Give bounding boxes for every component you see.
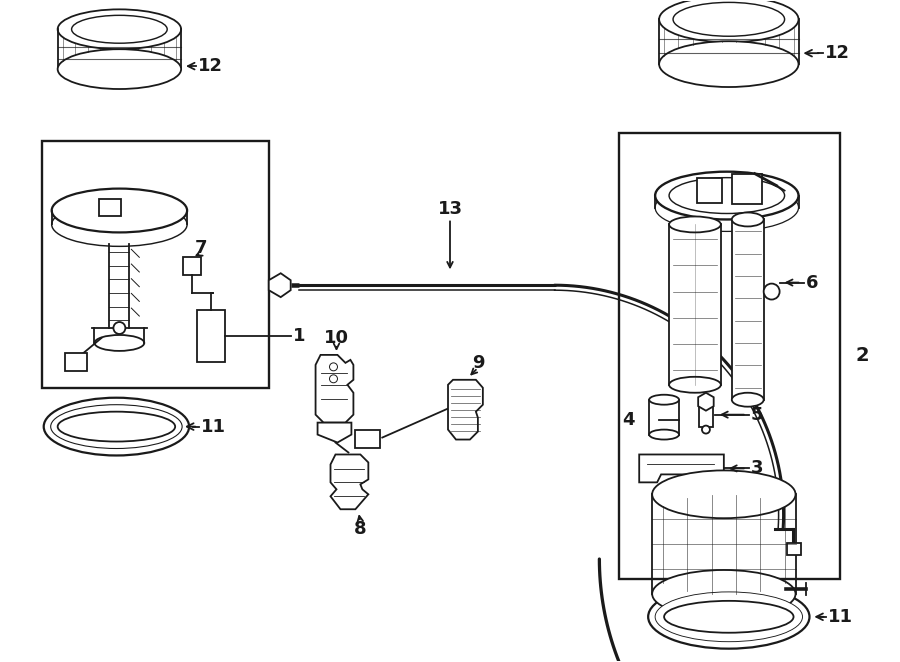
Ellipse shape <box>58 9 181 49</box>
Ellipse shape <box>58 412 176 442</box>
Text: 11: 11 <box>201 418 226 436</box>
Ellipse shape <box>664 601 794 633</box>
Bar <box>669 224 721 385</box>
Text: 4: 4 <box>622 410 634 428</box>
Ellipse shape <box>673 3 785 36</box>
Ellipse shape <box>732 393 764 406</box>
Text: 7: 7 <box>194 240 207 258</box>
Bar <box>183 258 201 275</box>
Polygon shape <box>316 355 354 422</box>
Ellipse shape <box>648 585 809 649</box>
Text: 3: 3 <box>751 459 763 477</box>
Circle shape <box>329 375 338 383</box>
Ellipse shape <box>659 0 798 42</box>
Bar <box>100 199 122 216</box>
Ellipse shape <box>72 15 167 43</box>
Bar <box>41 141 269 388</box>
Circle shape <box>764 283 779 299</box>
Text: 12: 12 <box>825 44 850 62</box>
Circle shape <box>113 322 125 334</box>
Polygon shape <box>269 273 291 297</box>
Text: 5: 5 <box>751 406 763 424</box>
Ellipse shape <box>669 216 721 232</box>
Ellipse shape <box>655 592 803 641</box>
Bar <box>649 400 679 434</box>
Bar <box>65 353 86 371</box>
Text: 11: 11 <box>828 608 853 626</box>
Ellipse shape <box>655 183 798 232</box>
Bar <box>732 173 761 203</box>
Ellipse shape <box>669 377 721 393</box>
Text: 8: 8 <box>354 520 366 538</box>
Circle shape <box>702 426 710 434</box>
Ellipse shape <box>655 171 798 220</box>
Text: 2: 2 <box>855 346 868 365</box>
Text: 1: 1 <box>292 327 305 345</box>
Polygon shape <box>639 455 724 483</box>
Text: 9: 9 <box>472 354 484 372</box>
Ellipse shape <box>649 430 679 440</box>
Ellipse shape <box>669 177 785 214</box>
Text: 6: 6 <box>806 273 818 291</box>
Text: 10: 10 <box>324 329 349 347</box>
Ellipse shape <box>659 41 798 87</box>
Polygon shape <box>448 380 483 440</box>
Bar <box>732 220 764 400</box>
Polygon shape <box>330 455 368 509</box>
Ellipse shape <box>51 203 187 246</box>
Ellipse shape <box>50 404 182 448</box>
Bar <box>356 430 381 448</box>
Ellipse shape <box>58 49 181 89</box>
Bar <box>788 543 801 555</box>
Bar <box>697 177 722 203</box>
Circle shape <box>329 363 338 371</box>
Ellipse shape <box>51 189 187 232</box>
Bar <box>619 133 841 579</box>
Ellipse shape <box>649 395 679 404</box>
Ellipse shape <box>652 471 796 518</box>
Bar <box>699 404 713 426</box>
Ellipse shape <box>94 335 144 351</box>
Ellipse shape <box>44 398 189 455</box>
Ellipse shape <box>732 213 764 226</box>
Text: 12: 12 <box>198 57 223 75</box>
Bar <box>197 310 225 362</box>
Ellipse shape <box>652 570 796 618</box>
Text: 13: 13 <box>437 199 463 218</box>
Polygon shape <box>318 422 351 442</box>
